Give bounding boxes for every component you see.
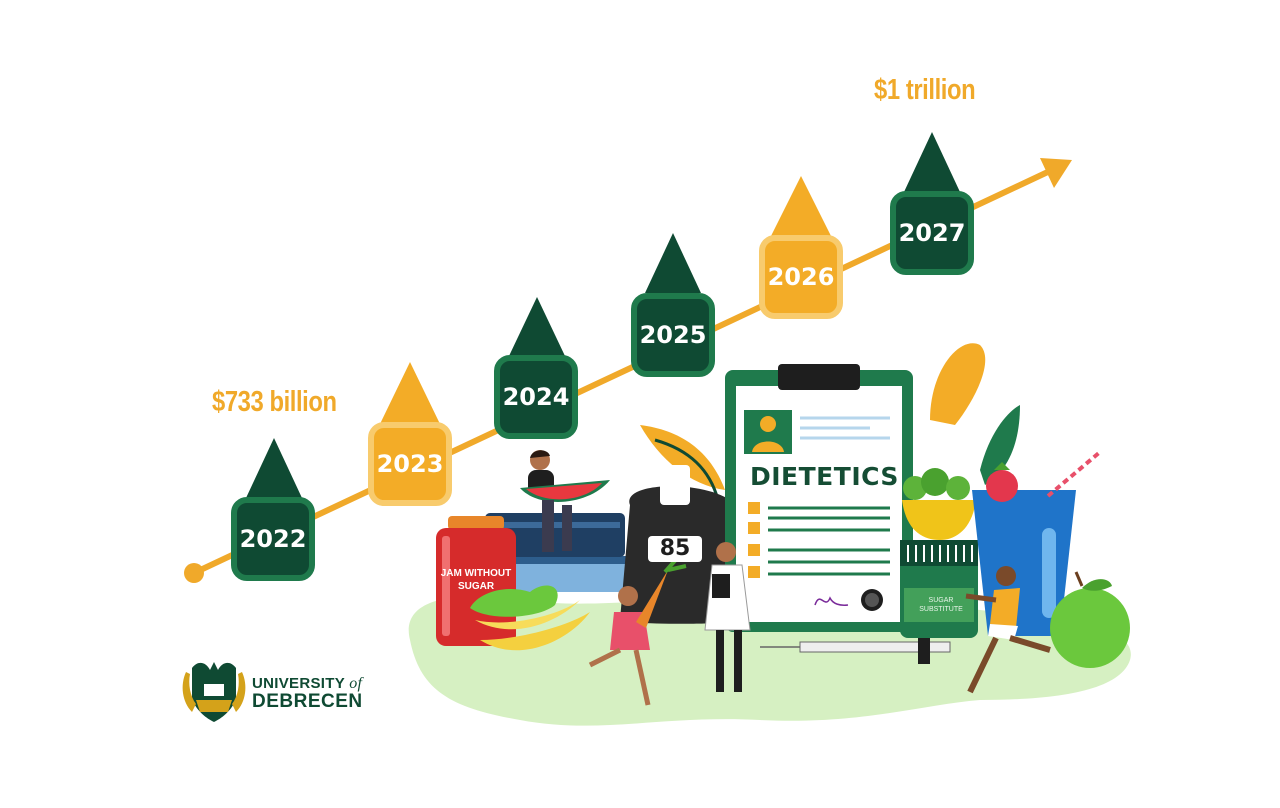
triangle-2026: [771, 176, 831, 236]
year-box-2027: 2027: [890, 191, 974, 275]
leaf-green-large: [980, 405, 1020, 485]
start-value-label: $733 billion: [212, 386, 337, 418]
clipboard-clip: [778, 364, 860, 390]
bowl: [902, 500, 976, 540]
year-box-2022: 2022: [231, 497, 315, 581]
checklist: [748, 502, 890, 578]
year-box-2026: 2026: [759, 235, 843, 319]
straw: [1046, 450, 1102, 498]
clipboard-title: DIETETICS: [750, 462, 899, 491]
university-name-line2: DEBRECEN: [252, 691, 363, 712]
year-box-2024: 2024: [494, 355, 578, 439]
book-bottom: [480, 556, 630, 592]
jam-jar-lid: [448, 516, 504, 530]
bananas: [480, 612, 590, 651]
lettuce: [470, 585, 558, 617]
end-value-label: $1 trillion: [874, 74, 976, 106]
triangle-2025: [645, 233, 701, 293]
carrot: [636, 570, 668, 628]
year-box-2023: 2023: [368, 422, 452, 506]
of-word: of: [349, 675, 363, 692]
triangle-2024: [509, 297, 565, 356]
jam-jar-label: JAM WITHOUT SUGAR: [440, 568, 512, 592]
scale-display: 85: [648, 536, 702, 562]
strawberry: [986, 470, 1018, 502]
doctor-tablet: [712, 574, 730, 598]
leaf-dark-left: [654, 438, 720, 501]
trend-start-dot: [184, 563, 204, 583]
woman-carrot-head: [618, 586, 638, 606]
jam-jar: [436, 528, 516, 646]
triangle-2022: [246, 438, 302, 498]
trend-arrowhead: [1040, 158, 1072, 188]
year-box-2025: 2025: [631, 293, 715, 377]
signature: [814, 596, 849, 606]
leaf-gold: [930, 343, 986, 425]
university-crest: [182, 662, 246, 722]
doctor-head: [716, 542, 736, 562]
triangle-2023: [380, 362, 440, 424]
sugar-substitute-label: SUGAR SUBSTITUTE: [919, 597, 963, 613]
university-name-line1: UNIVERSITY of: [252, 675, 362, 693]
runner-head: [996, 566, 1016, 586]
triangle-2027: [904, 132, 960, 192]
university-word: UNIVERSITY: [252, 675, 345, 692]
green-apple: [1050, 588, 1130, 668]
